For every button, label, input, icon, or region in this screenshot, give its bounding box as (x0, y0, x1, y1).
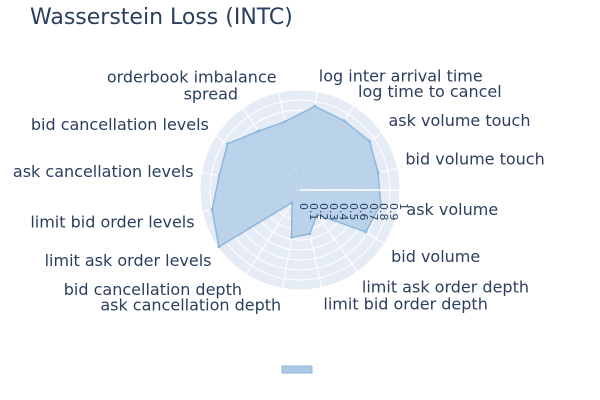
category-label: ask cancellation levels (13, 162, 194, 181)
series-layer (210, 104, 383, 249)
category-label: bid cancellation depth (64, 280, 242, 299)
radial-axis-ticks: 00.10.20.30.40.50.60.70.80.91 (297, 189, 410, 221)
angular-axis-labels: ask volume touch bid volume touch ask volu… (13, 67, 545, 315)
series-point[interactable] (210, 208, 214, 211)
legend-swatch[interactable] (281, 365, 313, 374)
category-label: limit ask order depth (362, 278, 529, 297)
category-label: limit bid order levels (30, 212, 194, 231)
radial-tick-label: 0.6 (357, 203, 370, 221)
radial-tick-label: 1 (397, 203, 410, 210)
chart-title: Wasserstein Loss (INTC) (30, 5, 293, 30)
series-point[interactable] (308, 232, 312, 236)
series-point[interactable] (313, 104, 317, 108)
series-point[interactable] (376, 171, 380, 175)
radial-tick-label: 0.4 (337, 203, 350, 221)
category-label: ask cancellation depth (100, 295, 281, 314)
category-label: limit bid order depth (323, 294, 487, 313)
category-label: bid cancellation levels (31, 115, 209, 134)
radial-tick-label: 0.9 (387, 203, 400, 221)
series-point[interactable] (364, 230, 368, 234)
series-point[interactable] (217, 245, 221, 249)
series-point[interactable] (217, 174, 221, 178)
series-point[interactable] (379, 202, 383, 206)
category-label: spread (184, 85, 239, 104)
series-point[interactable] (283, 120, 287, 124)
radial-tick-label: 0.2 (317, 203, 330, 221)
category-label: bid volume touch (405, 150, 544, 169)
category-label: orderbook imbalance (107, 68, 277, 87)
radial-tick-label: 0 (297, 203, 310, 210)
category-label: bid volume (391, 247, 480, 266)
radial-tick-label: 0.7 (367, 203, 380, 221)
series-point[interactable] (257, 129, 261, 133)
series-point[interactable] (290, 235, 294, 239)
radial-tick-label: 0.3 (327, 203, 340, 221)
series-point[interactable] (226, 142, 229, 146)
series-point[interactable] (368, 139, 372, 143)
category-label: ask volume touch (389, 111, 531, 130)
category-label: log time to cancel (358, 82, 502, 101)
category-label: log inter arrival time (319, 67, 483, 86)
series-point[interactable] (315, 213, 319, 217)
radial-tick-label: 0.8 (377, 203, 390, 221)
radial-tick-label: 0.5 (347, 203, 360, 221)
series-point[interactable] (342, 119, 346, 123)
category-label: limit ask order levels (45, 251, 212, 270)
series-point[interactable] (290, 201, 294, 205)
radial-tick-label: 0.1 (307, 203, 320, 221)
category-label: ask volume (406, 200, 498, 219)
